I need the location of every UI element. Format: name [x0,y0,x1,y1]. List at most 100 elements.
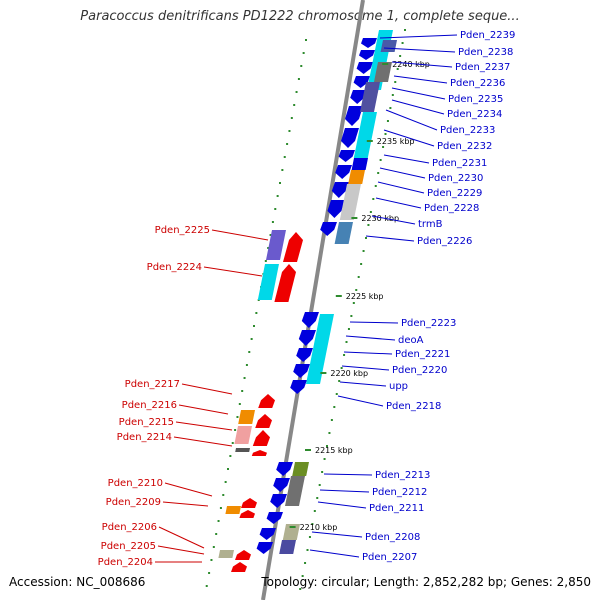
spacer-dot [253,325,255,327]
spacer-dot [350,315,353,317]
reverse-gene-label: Pden_2220 [392,365,447,376]
reverse-gene-arrow [270,494,287,508]
forward-gene-label: Pden_2214 [117,432,172,443]
spacer-dot [404,29,406,31]
leader-line [343,351,393,355]
reverse-gene-label: Pden_2223 [401,318,456,329]
forward-gene-label: Pden_2225 [155,225,210,236]
tick-label: 2230 kbp [361,214,399,223]
forward-gene-arrow [231,562,247,572]
reverse-gene-label: Pden_2229 [427,188,482,199]
reverse-gene-box [306,314,334,384]
spacer-dot [323,458,326,460]
spacer-dot [269,234,272,236]
forward-gene-box [257,264,279,300]
spacer-dot [311,523,314,525]
forward-gene-label: Pden_2217 [125,379,180,390]
spacer-dot [236,416,239,418]
spacer-dot [299,588,302,590]
spacer-dot [389,107,392,109]
forward-gene-box [266,230,286,260]
spacer-dot [305,39,307,41]
spacer-dot [326,445,328,447]
reverse-gene-arrow [293,364,310,378]
spacer-dot [229,455,232,457]
spacer-dot [313,510,316,512]
spacer-dot [386,120,389,122]
reverse-gene-label: Pden_2218 [386,401,441,412]
reverse-gene-label: Pden_2232 [437,141,492,152]
tick-label: 2240 kbp [392,60,430,69]
forward-gene-box [234,426,252,444]
spacer-dot [300,65,303,67]
spacer-dot [360,263,363,265]
tick-label: 2210 kbp [300,523,338,532]
leader-line [349,321,399,324]
reverse-gene-arrow [301,312,319,328]
spacer-dot [316,497,319,499]
spacer-dot [241,390,244,392]
reverse-gene-label: Pden_2235 [448,94,503,105]
spacer-dot [267,247,270,249]
spacer-dot [391,94,394,96]
leader-line [393,75,448,84]
spacer-dot [340,367,343,369]
spacer-dot [374,185,377,187]
reverse-gene-arrow [331,182,349,198]
leader-line [383,129,435,147]
reverse-gene-label: Pden_2231 [432,158,487,169]
reverse-gene-box [353,112,377,158]
leader-line [164,482,213,497]
reverse-gene-box [279,540,296,554]
reverse-gene-label: Pden_2239 [460,30,515,41]
spacer-dot [255,312,258,314]
spacer-dot [333,406,336,408]
spacer-dot [369,211,372,213]
reverse-gene-arrow [259,528,276,540]
leader-line [158,526,205,549]
reverse-gene-box [334,222,353,244]
spacer-dot [279,182,281,184]
leader-line [175,421,233,431]
spacer-dot [208,572,211,574]
reverse-gene-box [285,476,305,506]
spacer-dot [306,549,309,551]
reverse-gene-label: trmB [418,219,443,230]
reverse-gene-label: upp [389,381,408,392]
spacer-dot [215,533,218,535]
spacer-dot [205,585,208,587]
forward-gene-label: Pden_2204 [98,557,153,568]
forward-gene-box [235,448,250,452]
reverse-gene-label: Pden_2221 [395,349,450,360]
spacer-dot [401,42,404,44]
spacer-dot [243,377,246,379]
forward-gene-box [218,550,234,558]
reverse-gene-arrow [266,512,283,524]
leader-line [383,47,456,53]
reverse-gene-label: Pden_2237 [455,62,510,73]
spacer-dot [274,208,277,210]
reverse-gene-label: Pden_2226 [417,236,472,247]
leader-line [337,395,384,407]
reverse-gene-arrow [296,348,313,362]
spacer-dot [234,429,237,431]
forward-gene-arrow [252,430,270,446]
reverse-gene-label: Pden_2208 [365,532,420,543]
reverse-gene-label: Pden_2211 [369,503,424,514]
spacer-dot [283,156,286,158]
map-title: Paracoccus denitrificans PD1222 chromoso… [80,9,520,24]
forward-gene-label: Pden_2224 [147,262,202,273]
leader-line [173,436,233,447]
leader-line [211,229,269,241]
reverse-gene-arrow [359,50,375,60]
gene-features [218,30,397,572]
forward-gene-label: Pden_2206 [102,522,157,533]
forward-gene-arrow [283,232,303,262]
reverse-gene-label: Pden_2213 [375,470,430,481]
forward-gene-label: Pden_2209 [106,497,161,508]
forward-gene-arrow [251,450,267,456]
leader-line [379,167,426,179]
reverse-gene-box [282,524,300,540]
reverse-gene-box [339,184,361,220]
